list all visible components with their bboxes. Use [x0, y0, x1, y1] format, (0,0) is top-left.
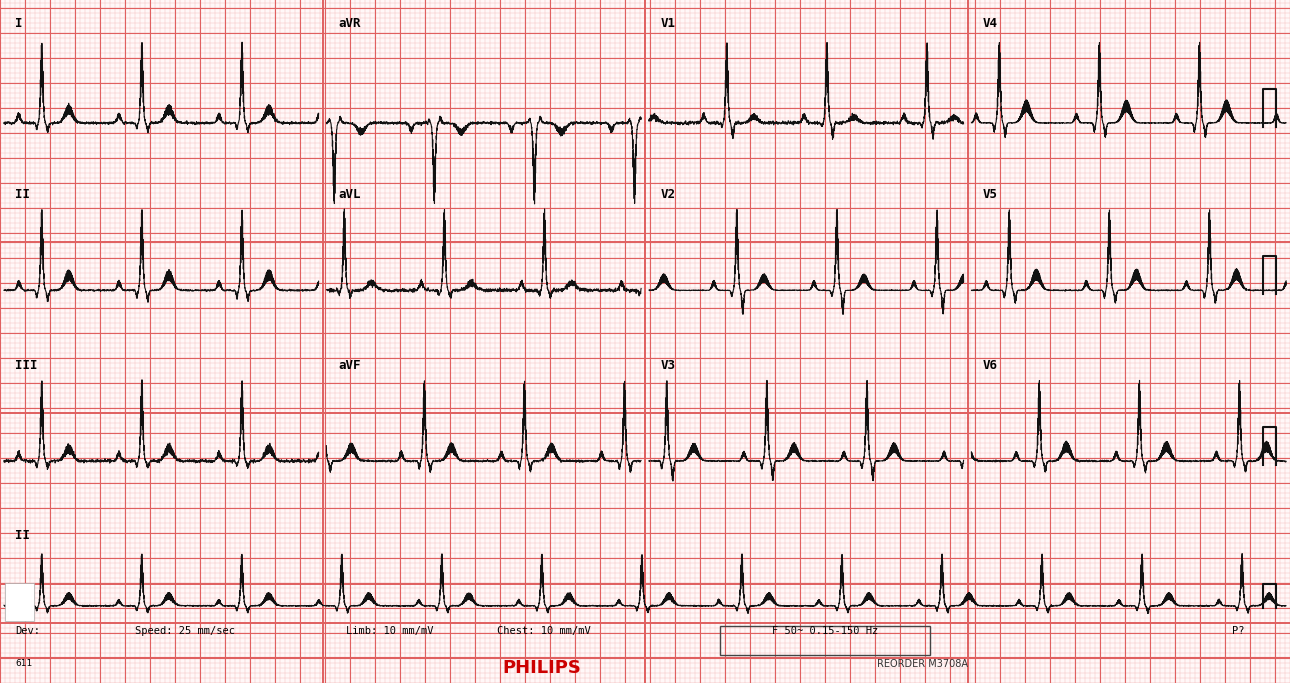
Text: V5: V5	[983, 188, 998, 201]
Text: aVF: aVF	[338, 359, 360, 372]
Text: aVL: aVL	[338, 188, 360, 201]
Text: II: II	[15, 188, 31, 201]
Text: Speed: 25 mm/sec: Speed: 25 mm/sec	[135, 626, 236, 636]
Text: V4: V4	[983, 17, 998, 30]
Text: I: I	[15, 17, 23, 30]
Text: PHILIPS: PHILIPS	[502, 659, 582, 677]
Text: V2: V2	[660, 188, 676, 201]
Text: Chest: 10 mm/mV: Chest: 10 mm/mV	[497, 626, 591, 636]
Text: V1: V1	[660, 17, 676, 30]
Text: aVR: aVR	[338, 17, 360, 30]
Text: II: II	[15, 529, 31, 542]
Bar	[720, 626, 930, 655]
Bar	[5, 583, 34, 621]
Text: Limb: 10 mm/mV: Limb: 10 mm/mV	[346, 626, 433, 636]
Text: V6: V6	[983, 359, 998, 372]
Text: V3: V3	[660, 359, 676, 372]
Text: P?: P?	[1232, 626, 1245, 636]
Text: Dev:: Dev:	[15, 626, 40, 636]
Text: 611: 611	[15, 659, 32, 668]
Text: REORDER M3708A: REORDER M3708A	[877, 659, 969, 669]
Text: III: III	[15, 359, 37, 372]
Text: F 50~ 0.15-150 Hz: F 50~ 0.15-150 Hz	[771, 626, 878, 636]
